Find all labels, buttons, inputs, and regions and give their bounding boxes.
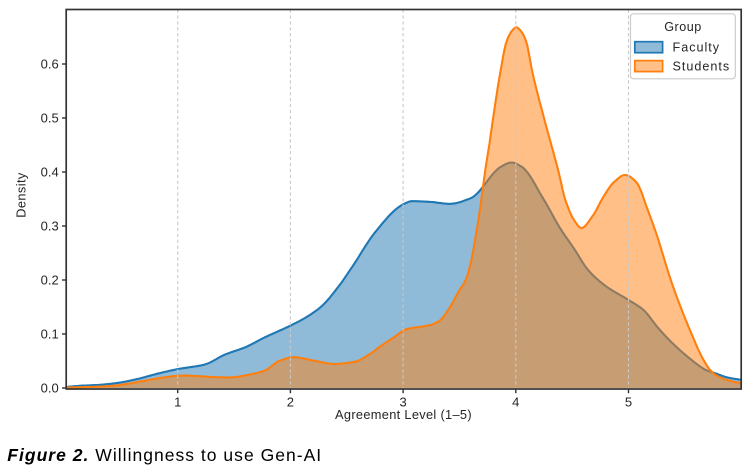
- svg-text:0.4: 0.4: [41, 165, 59, 180]
- svg-text:Faculty: Faculty: [673, 41, 721, 55]
- svg-text:5: 5: [625, 395, 632, 410]
- svg-text:Agreement Level (1–5): Agreement Level (1–5): [335, 407, 472, 422]
- svg-text:0.2: 0.2: [41, 273, 59, 288]
- svg-text:0.1: 0.1: [41, 327, 59, 342]
- svg-text:0.5: 0.5: [41, 111, 59, 126]
- svg-text:Density: Density: [14, 172, 29, 218]
- svg-text:Group: Group: [664, 20, 702, 34]
- svg-text:3: 3: [399, 395, 406, 410]
- svg-text:4: 4: [512, 395, 519, 410]
- svg-text:2: 2: [287, 395, 294, 410]
- svg-text:Students: Students: [673, 59, 731, 73]
- svg-text:0.3: 0.3: [41, 219, 59, 234]
- svg-text:0.0: 0.0: [41, 381, 59, 396]
- svg-text:1: 1: [174, 395, 181, 410]
- svg-text:0.6: 0.6: [41, 57, 59, 72]
